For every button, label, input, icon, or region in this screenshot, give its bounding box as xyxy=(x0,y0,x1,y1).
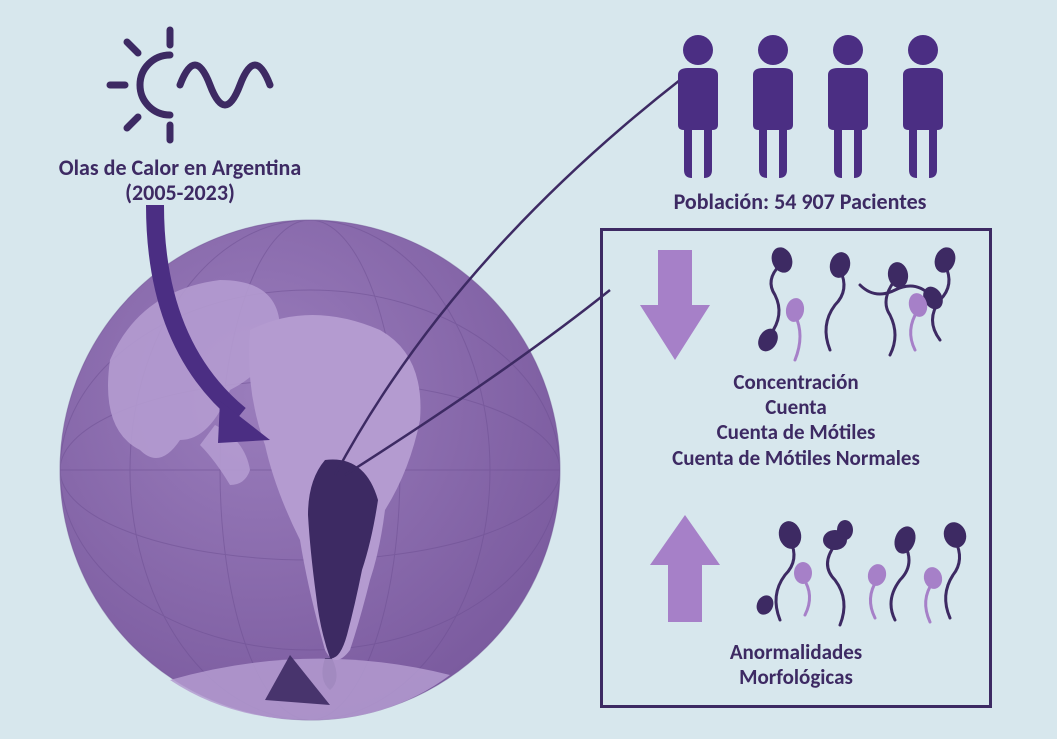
infographic-canvas: Olas de Calor en Argentina (2005-2023) xyxy=(0,0,1057,739)
title-line1: Olas de Calor en Argentina xyxy=(59,154,301,181)
dec-label-2: Cuenta de Mótiles xyxy=(717,419,876,445)
down-arrow-icon xyxy=(630,245,720,365)
people-icons xyxy=(660,30,960,180)
title-line2: (2005-2023) xyxy=(125,179,235,206)
decrease-labels: Concentración Cuenta Cuenta de Mótiles C… xyxy=(600,370,992,471)
person-icon xyxy=(753,35,793,178)
heatwave-icon xyxy=(100,20,290,150)
person-icon xyxy=(678,35,718,178)
inc-label-1: Morfológicas xyxy=(739,664,853,690)
person-icon xyxy=(828,35,868,178)
inc-label-0: Anormalidades xyxy=(730,639,862,665)
person-icon xyxy=(903,35,943,178)
population-label: Población: 54 907 Pacientes xyxy=(610,188,990,215)
dec-label-3: Cuenta de Mótiles Normales xyxy=(672,445,920,471)
dec-label-0: Concentración xyxy=(733,369,858,395)
sperm-cluster-increase xyxy=(745,500,975,635)
up-arrow-icon xyxy=(640,510,730,630)
population-text: Población: 54 907 Pacientes xyxy=(674,188,927,215)
dec-label-1: Cuenta xyxy=(765,394,826,420)
sperm-cluster-decrease xyxy=(740,240,970,370)
increase-labels: Anormalidades Morfológicas xyxy=(600,640,992,690)
title-heatwave: Olas de Calor en Argentina (2005-2023) xyxy=(30,155,330,206)
arrow-into-globe xyxy=(120,205,320,465)
